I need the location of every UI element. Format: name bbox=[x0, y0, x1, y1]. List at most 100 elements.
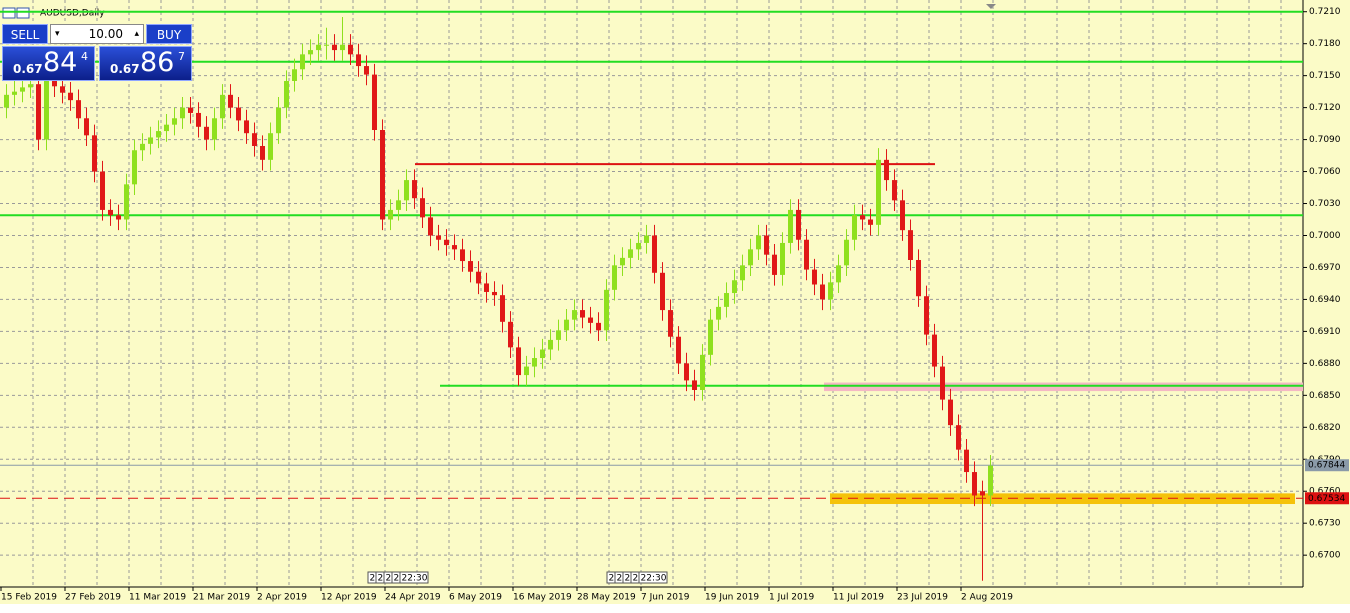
candle-body bbox=[36, 84, 41, 140]
candle-body bbox=[668, 310, 673, 337]
candle-body bbox=[164, 124, 169, 132]
event-label: 22:30 bbox=[641, 574, 667, 584]
window-icon bbox=[2, 7, 16, 19]
bid-label: 0.67844 bbox=[1308, 461, 1345, 471]
candle-body bbox=[820, 284, 825, 300]
ask-fraction: 7 bbox=[178, 50, 185, 63]
window-title: AUDUSD,Daily bbox=[40, 9, 105, 19]
candle-body bbox=[268, 133, 273, 160]
candle-body bbox=[12, 91, 17, 95]
event-label: 2 bbox=[633, 574, 639, 584]
candle-body bbox=[980, 491, 985, 496]
candle-body bbox=[900, 200, 905, 231]
candle-body bbox=[604, 289, 609, 331]
candle-body bbox=[804, 239, 809, 270]
candle-body bbox=[308, 50, 313, 55]
candle-body bbox=[444, 239, 449, 246]
x-tick-label: 16 May 2019 bbox=[513, 593, 572, 603]
candle-body bbox=[956, 425, 961, 450]
candle-body bbox=[572, 310, 577, 320]
y-tick-label: 0.6970 bbox=[1309, 263, 1341, 273]
candle-body bbox=[404, 180, 409, 201]
candle-body bbox=[276, 107, 281, 134]
candle-body bbox=[860, 215, 865, 220]
candle-body bbox=[212, 118, 217, 140]
candle-body bbox=[316, 44, 321, 51]
y-tick-label: 0.7090 bbox=[1309, 135, 1341, 145]
y-tick-label: 0.6910 bbox=[1309, 327, 1341, 337]
candle-body bbox=[300, 54, 305, 70]
candle-body bbox=[4, 94, 9, 108]
candle-body bbox=[60, 86, 65, 93]
candle-body bbox=[292, 69, 297, 81]
candle-body bbox=[108, 209, 113, 216]
candle-body bbox=[76, 100, 81, 119]
candle-body bbox=[348, 44, 353, 55]
sell-button[interactable]: SELL bbox=[2, 24, 48, 44]
x-tick-label: 7 Jun 2019 bbox=[641, 593, 690, 603]
candle-body bbox=[124, 184, 129, 220]
candle-body bbox=[924, 296, 929, 335]
candle-body bbox=[708, 319, 713, 355]
x-tick-label: 28 May 2019 bbox=[577, 593, 636, 603]
candle-body bbox=[396, 200, 401, 210]
candle-body bbox=[684, 363, 689, 381]
y-tick-label: 0.6730 bbox=[1309, 519, 1341, 529]
candle-body bbox=[988, 465, 993, 496]
candle-body bbox=[644, 235, 649, 243]
ask-big: 0.67 bbox=[110, 62, 140, 76]
lot-input[interactable]: ▾ 10.00 ▴ bbox=[50, 24, 144, 44]
candle-body bbox=[620, 257, 625, 266]
y-tick-label: 0.7000 bbox=[1309, 231, 1341, 241]
lot-value[interactable]: 10.00 bbox=[88, 27, 123, 41]
event-label: 2 bbox=[617, 574, 623, 584]
y-tick-label: 0.6820 bbox=[1309, 423, 1341, 433]
candle-body bbox=[180, 107, 185, 119]
candle-body bbox=[252, 133, 257, 146]
candle-body bbox=[412, 180, 417, 199]
event-label: 22:30 bbox=[402, 574, 428, 584]
zone bbox=[824, 382, 1303, 392]
candle-body bbox=[564, 319, 569, 331]
bid-box[interactable]: 0.67 84 4 bbox=[2, 46, 95, 81]
candle-body bbox=[964, 449, 969, 473]
candle-body bbox=[660, 272, 665, 311]
candle-body bbox=[500, 295, 505, 322]
candle-body bbox=[372, 74, 377, 130]
event-label: 2 bbox=[370, 574, 376, 584]
candle-body bbox=[516, 347, 521, 376]
x-tick-label: 27 Feb 2019 bbox=[65, 593, 121, 603]
lot-down[interactable]: ▾ bbox=[55, 29, 60, 39]
ask-box[interactable]: 0.67 86 7 bbox=[99, 46, 192, 81]
candle-body bbox=[868, 219, 873, 225]
x-tick-label: 15 Feb 2019 bbox=[1, 593, 57, 603]
trade-panel: SELL ▾ 10.00 ▴ BUY 0.67 84 4 0.67 86 7 bbox=[2, 24, 192, 81]
candle-body bbox=[508, 321, 513, 348]
candle-body bbox=[492, 291, 497, 296]
y-tick-label: 0.7060 bbox=[1309, 167, 1341, 177]
x-tick-label: 12 Apr 2019 bbox=[321, 593, 377, 603]
y-tick-label: 0.6880 bbox=[1309, 359, 1341, 369]
candle-body bbox=[756, 235, 761, 250]
candle-body bbox=[92, 135, 97, 172]
buy-button[interactable]: BUY bbox=[146, 24, 192, 44]
candle-body bbox=[588, 317, 593, 323]
candle-body bbox=[852, 215, 857, 240]
candle-body bbox=[52, 79, 57, 87]
event-box bbox=[638, 571, 668, 584]
candle-body bbox=[380, 130, 385, 220]
candle-body bbox=[364, 66, 369, 75]
candle-body bbox=[740, 265, 745, 281]
lot-up[interactable]: ▴ bbox=[134, 29, 139, 39]
candle-body bbox=[916, 260, 921, 297]
event-label: 2 bbox=[609, 574, 615, 584]
candle-body bbox=[188, 107, 193, 113]
candle-body bbox=[940, 366, 945, 400]
shift-marker bbox=[986, 4, 996, 9]
ask-pips: 86 bbox=[140, 47, 175, 78]
candle-body bbox=[532, 358, 537, 367]
candle-body bbox=[20, 87, 25, 92]
x-tick-label: 2 Aug 2019 bbox=[961, 593, 1013, 603]
event-label: 2 bbox=[394, 574, 400, 584]
